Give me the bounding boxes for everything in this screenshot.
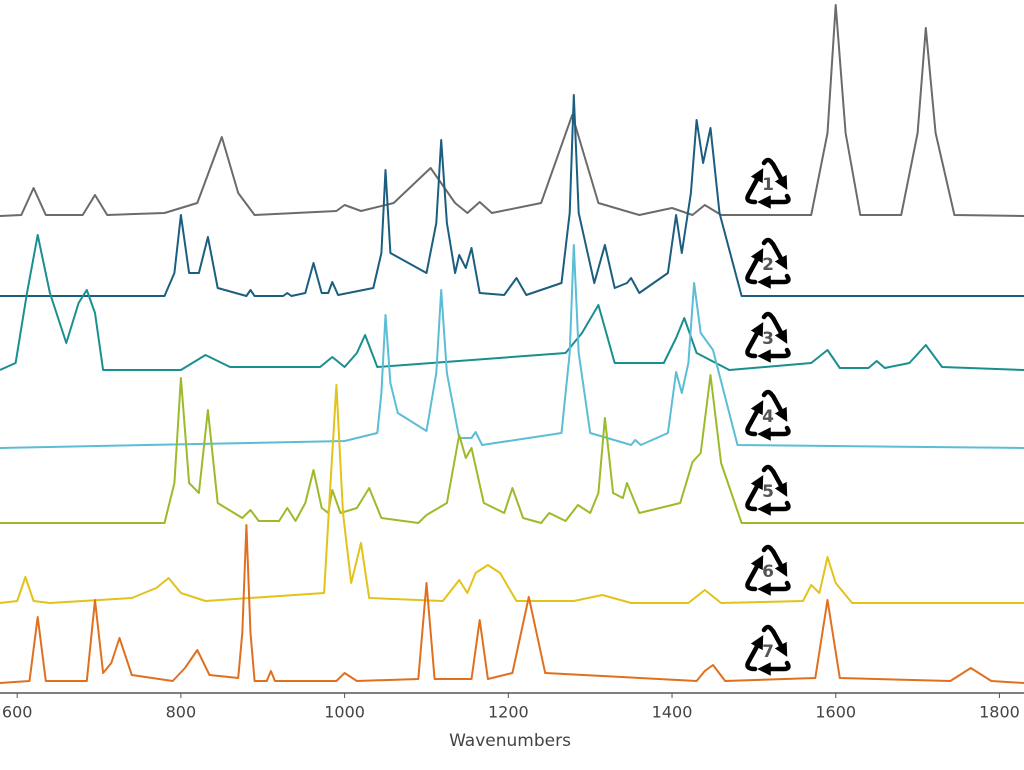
spectrum-line (0, 94, 1024, 297)
recycle-code-number: 5 (762, 482, 774, 502)
recycle-code-number: 1 (762, 175, 774, 195)
recycle-code: 5 (747, 467, 788, 509)
recycle-code-number: 3 (762, 329, 774, 349)
recycle-code-number: 6 (762, 562, 774, 582)
spectrum-line (0, 244, 1024, 449)
x-tick-label: 1000 (324, 703, 365, 722)
spectrum-line (0, 524, 1024, 684)
recycle-code: 7 (747, 627, 788, 669)
recycle-code-number: 2 (762, 255, 774, 275)
spectrum-line (0, 374, 1024, 524)
x-tick-label: 1800 (979, 703, 1020, 722)
recycle-code: 6 (747, 547, 788, 589)
spectrum-line (0, 234, 1024, 371)
recycle-code: 1 (747, 160, 788, 202)
recycle-code: 3 (747, 314, 788, 356)
x-axis-title: Wavenumbers (449, 731, 571, 751)
spectrum-line (0, 4, 1024, 217)
recycle-code-number: 4 (762, 407, 774, 427)
x-tick-label: 800 (166, 703, 197, 722)
recycle-code: 4 (747, 392, 788, 434)
spectrum-line (0, 384, 1024, 604)
x-tick-label: 1200 (488, 703, 529, 722)
x-tick-label: 1600 (815, 703, 856, 722)
recycle-code-number: 7 (762, 642, 774, 662)
recycle-code: 2 (747, 240, 788, 282)
x-tick-label: 600 (2, 703, 33, 722)
x-tick-label: 1400 (652, 703, 693, 722)
